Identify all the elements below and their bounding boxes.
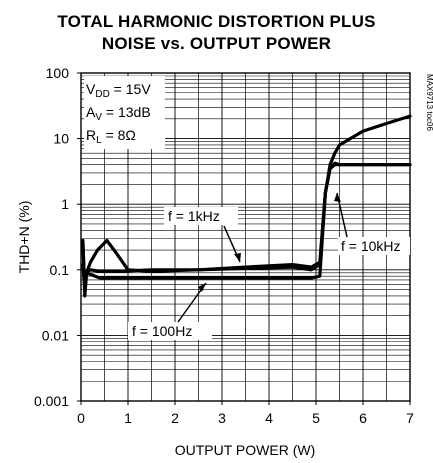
x-tick-label: 6 [359, 410, 367, 426]
y-tick-label: 100 [46, 65, 70, 81]
x-tick-label: 4 [265, 410, 273, 426]
x-tick-label: 0 [77, 410, 85, 426]
x-tick-label: 5 [312, 410, 320, 426]
conditions-box [84, 76, 165, 149]
label-100hz-bg [128, 322, 212, 340]
series-line-2 [81, 114, 412, 292]
arrowhead-100hz [198, 283, 206, 292]
label-10khz: f = 10kHz [341, 238, 401, 254]
y-tick-label: 0.1 [50, 262, 70, 278]
label-1khz-bg [164, 207, 238, 225]
x-tick-label: 1 [124, 410, 132, 426]
label-100hz: f = 100Hz [132, 323, 192, 339]
chart-subtitle: NOISE vs. OUTPUT POWER [101, 34, 332, 53]
label-10khz-bg [338, 237, 410, 255]
arrowhead-1khz [234, 253, 241, 262]
axis-ticks: 0 1 2 3 4 5 6 7 0.001 0.01 0.1 1 10 100 [34, 65, 414, 426]
x-tick-label: 3 [218, 410, 226, 426]
y-tick-label: 10 [53, 131, 69, 147]
series-line-3 [81, 163, 412, 298]
x-axis-label: OUTPUT POWER (W) [175, 442, 316, 458]
x-tick-label: 2 [171, 410, 179, 426]
arrowhead-10khz [334, 193, 341, 202]
y-tick-label: 0.001 [34, 393, 69, 409]
y-axis-label: THD+N (%) [16, 201, 32, 274]
av-label: AV = 13dB [86, 104, 151, 123]
label-1khz: f = 1kHz [168, 208, 220, 224]
x-tick-label: 7 [406, 410, 414, 426]
y-tick-label: 1 [61, 196, 69, 212]
series-lines [81, 114, 412, 298]
y-tick-label: 0.01 [42, 327, 69, 343]
part-code: MAX9713 toc06 [425, 74, 433, 131]
chart-title: TOTAL HARMONIC DISTORTION PLUS [57, 12, 376, 31]
